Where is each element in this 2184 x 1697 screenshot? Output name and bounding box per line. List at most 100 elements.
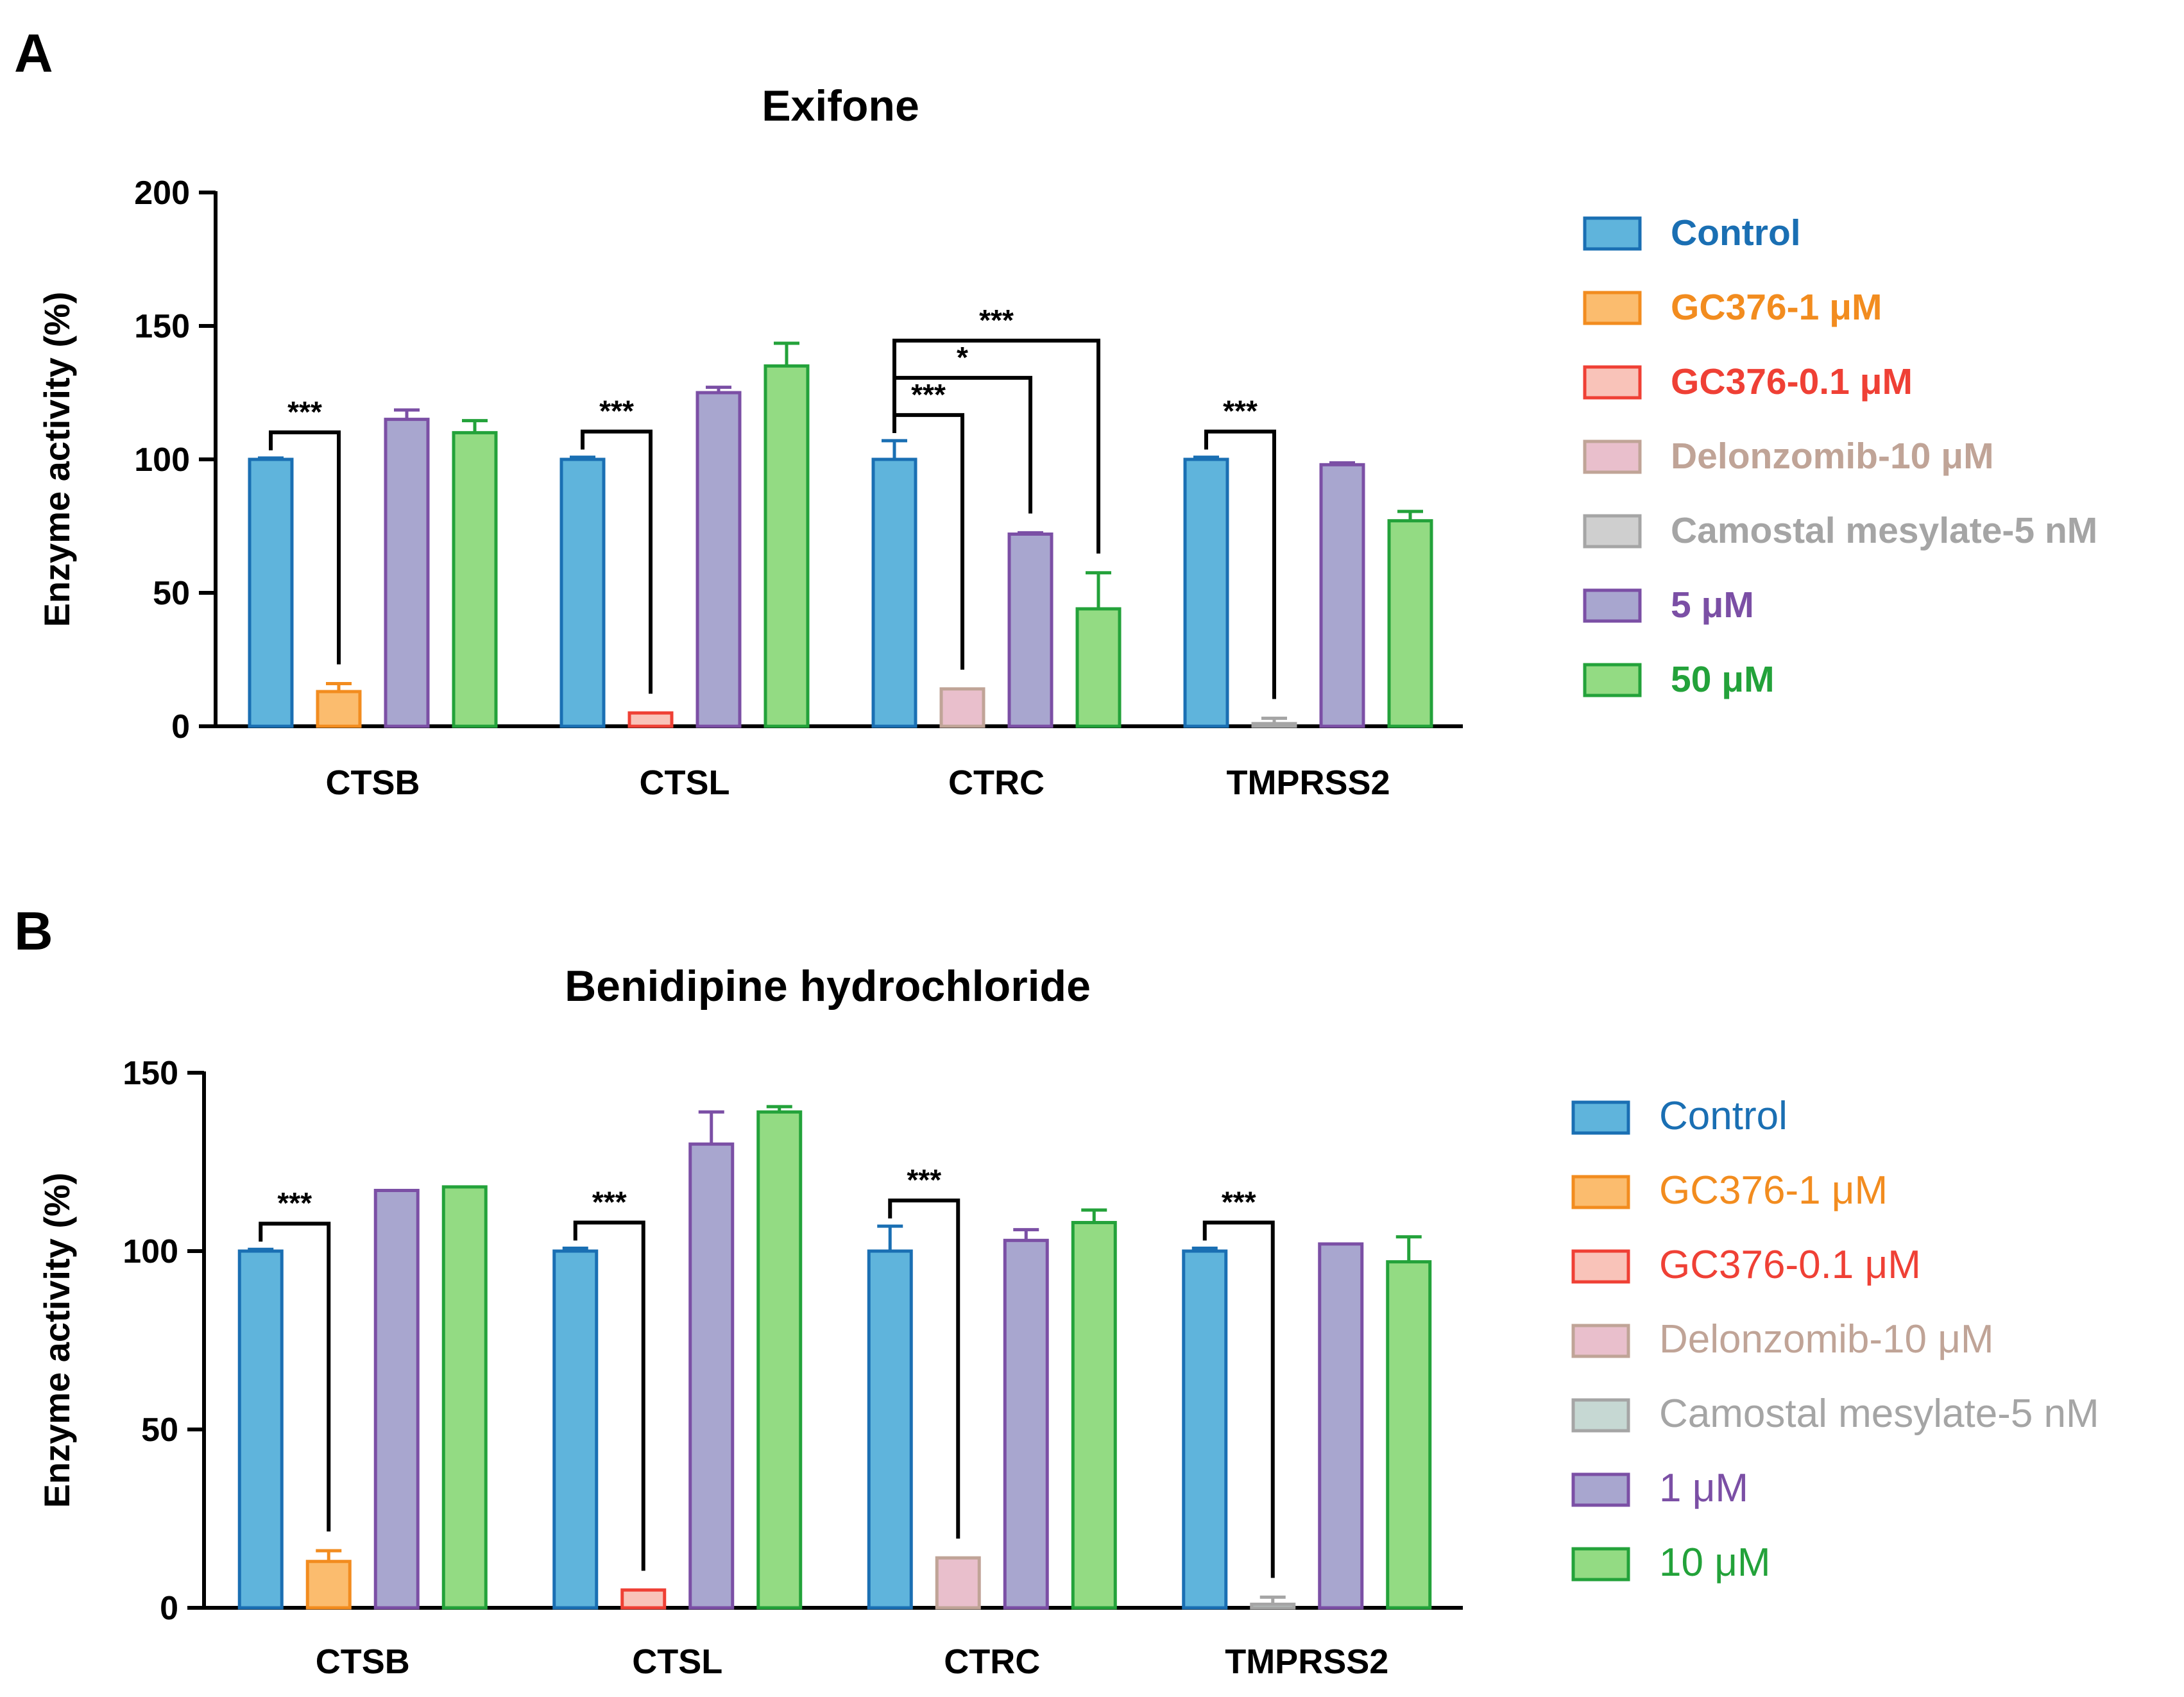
bar — [384, 418, 430, 728]
significance-label: *** — [277, 1186, 312, 1220]
significance-label: *** — [979, 303, 1014, 337]
legend-label: GC376-1 μM — [1671, 287, 1882, 328]
x-tick-label: CTRC — [948, 763, 1045, 802]
significance-bracket — [1204, 429, 1276, 699]
x-tick-label: CTSL — [640, 763, 730, 802]
legend-label: 5 μM — [1671, 584, 1754, 626]
bar — [1250, 1602, 1296, 1610]
x-tick-label: CTRC — [944, 1642, 1040, 1681]
legend-swatch — [1583, 291, 1642, 325]
bar — [452, 431, 498, 728]
significance-bracket — [573, 1220, 645, 1571]
legend-label: Delonzomib-10 μM — [1671, 436, 1994, 477]
legend: Control GC376-1 μM GC376-0.1 μM Delonzomib-… — [1571, 1094, 2099, 1585]
x-tick-label: TMPRSS2 — [1226, 763, 1390, 802]
bar — [237, 1249, 284, 1610]
legend-swatch — [1571, 1398, 1630, 1433]
bar — [1319, 463, 1365, 728]
y-tick-label: 200 — [134, 175, 190, 212]
significance-bracket — [892, 338, 1100, 554]
legend-swatch — [1583, 514, 1642, 549]
bar — [1071, 1221, 1117, 1610]
chart-title: Exifone — [762, 81, 919, 130]
legend-swatch — [1571, 1175, 1630, 1209]
y-axis-label: Enzyme activity (%) — [37, 292, 77, 627]
bar — [1387, 519, 1433, 728]
y-tick-label: 100 — [123, 1233, 178, 1270]
legend-label: Delonzomib-10 μM — [1659, 1317, 1994, 1361]
legend-label: GC376-0.1 μM — [1659, 1243, 1921, 1287]
bar — [620, 1588, 667, 1610]
bar — [871, 457, 917, 728]
legend-swatch — [1583, 365, 1642, 400]
y-axis-label: Enzyme activity (%) — [37, 1173, 77, 1508]
legend-swatch — [1583, 216, 1642, 251]
legend-label: Camostal mesylate-5 nM — [1659, 1392, 2099, 1436]
legend-label: Camostal mesylate-5 nM — [1671, 510, 2097, 551]
bar — [373, 1188, 420, 1610]
bar — [939, 687, 985, 728]
legend-swatch — [1571, 1100, 1630, 1135]
bar — [305, 1560, 352, 1610]
legend-swatch — [1571, 1324, 1630, 1358]
bar — [248, 457, 294, 728]
significance-label: * — [957, 341, 968, 374]
y-tick-label: 0 — [171, 708, 190, 746]
bar — [688, 1142, 735, 1610]
significance-bracket — [269, 430, 341, 665]
y-tick-label: 0 — [160, 1590, 178, 1627]
legend-label: GC376-0.1 μM — [1671, 361, 1913, 402]
legend-swatch — [1583, 588, 1642, 623]
y-tick-label: 50 — [153, 575, 190, 612]
bar — [627, 711, 674, 728]
x-tick-label: CTSB — [326, 763, 420, 802]
legend: Control GC376-1 μM GC376-0.1 μM Delonzomib-… — [1583, 212, 2097, 700]
bar — [1318, 1242, 1364, 1610]
legend-label: GC376-1 μM — [1659, 1168, 1888, 1213]
legend-label: 10 μM — [1659, 1540, 1771, 1585]
y-tick-label: 50 — [141, 1411, 178, 1449]
legend-swatch — [1571, 1547, 1630, 1582]
y-tick-label: 150 — [134, 308, 190, 345]
x-tick-label: CTSL — [632, 1642, 722, 1681]
bar — [316, 690, 362, 728]
bar — [695, 391, 742, 728]
x-tick-label: TMPRSS2 — [1225, 1642, 1388, 1681]
bar — [1251, 722, 1297, 728]
legend-swatch — [1571, 1249, 1630, 1284]
bar — [441, 1185, 488, 1610]
significance-label: *** — [287, 395, 322, 429]
significance-label: *** — [599, 395, 634, 428]
significance-bracket — [1202, 1220, 1275, 1578]
y-tick-label: 100 — [134, 441, 190, 479]
bar — [552, 1249, 599, 1610]
legend-label: 1 μM — [1659, 1466, 1748, 1510]
significance-label: *** — [1223, 395, 1258, 428]
significance-label: *** — [911, 378, 946, 411]
significance-bracket — [581, 429, 653, 694]
legend-swatch — [1583, 439, 1642, 474]
bar — [867, 1249, 913, 1610]
bar — [1007, 532, 1054, 728]
legend-label: 50 μM — [1671, 659, 1775, 700]
bar — [1183, 457, 1229, 728]
bar — [756, 1110, 803, 1610]
bar — [1182, 1249, 1228, 1610]
legend-label: Control — [1671, 212, 1801, 253]
panel-label: B — [14, 901, 53, 961]
bar — [935, 1556, 981, 1610]
legend-swatch — [1571, 1472, 1630, 1507]
bar — [1075, 607, 1122, 728]
bar — [764, 364, 810, 728]
significance-bracket — [259, 1222, 331, 1532]
bar — [1386, 1260, 1432, 1610]
chart-panel-A: A Exifone Enzyme activity (%) 0 50 100 150 200 C… — [14, 23, 2097, 802]
legend-swatch — [1583, 663, 1642, 697]
bar — [559, 457, 606, 728]
significance-label: *** — [1222, 1186, 1256, 1219]
x-tick-label: CTSB — [316, 1642, 410, 1681]
significance-bracket — [888, 1198, 960, 1539]
legend-label: Control — [1659, 1094, 1787, 1138]
